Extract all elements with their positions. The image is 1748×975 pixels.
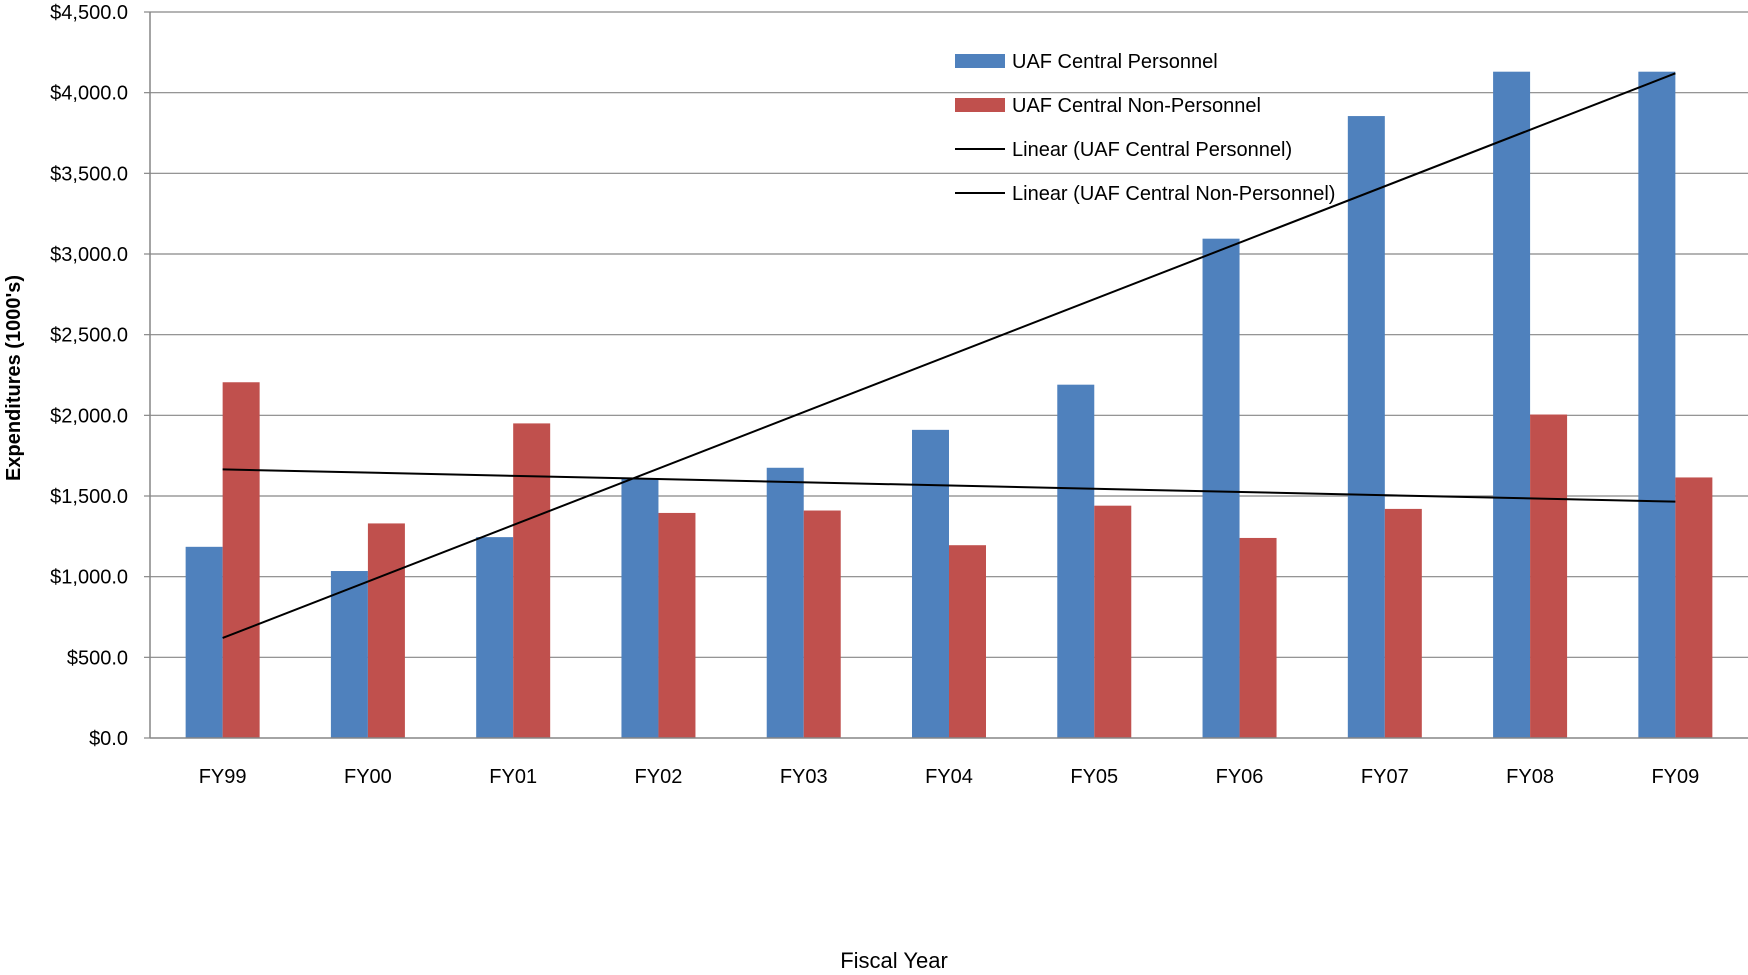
y-tick-label: $2,500.0 (50, 325, 128, 347)
bar-personnel-fy03 (766, 467, 804, 738)
legend-label: UAF Central Non-Personnel (1012, 95, 1261, 117)
y-tick-labels: $0.0 $500.0 $1,000.0 $1,500.0 $2,000.0 $2,500… (50, 2, 128, 750)
bar-non-personnel-fy99 (222, 382, 260, 738)
x-axis-title: Fiscal Year (840, 948, 948, 973)
bar-personnel-fy08 (1493, 71, 1531, 738)
bar-non-personnel-fy05 (1094, 505, 1132, 738)
bars (185, 71, 1713, 738)
x-tick-label: FY08 (1506, 766, 1554, 788)
bar-personnel-fy06 (1202, 238, 1240, 738)
bar-personnel-fy02 (621, 478, 659, 738)
x-tick-label: FY00 (344, 766, 392, 788)
legend: UAF Central Personnel UAF Central Non-Per… (955, 51, 1335, 205)
x-tick-label: FY03 (780, 766, 828, 788)
x-tick-label: FY02 (635, 766, 683, 788)
y-tick-label: $2,000.0 (50, 405, 128, 427)
bar-non-personnel-fy09 (1675, 477, 1713, 738)
y-tick-label: $0.0 (89, 728, 128, 750)
y-tick-label: $4,500.0 (50, 2, 128, 24)
x-tick-labels: FY99 FY00 FY01 FY02 FY03 FY04 FY05 FY06 FY07 FY08… (199, 766, 1700, 788)
legend-label: Linear (UAF Central Non-Personnel) (1012, 183, 1335, 205)
bar-non-personnel-fy01 (513, 423, 551, 738)
bar-personnel-fy07 (1347, 116, 1385, 738)
y-axis-title: Expenditures (1000's) (3, 275, 25, 481)
trendline-non-personnel (222, 468, 1676, 503)
x-tick-label: FY05 (1070, 766, 1118, 788)
trendline-personnel (222, 72, 1676, 639)
x-tick-label: FY07 (1361, 766, 1409, 788)
bar-non-personnel-fy02 (658, 512, 696, 738)
legend-swatch (955, 54, 1005, 68)
bar-non-personnel-fy06 (1239, 537, 1277, 738)
x-tick-label: FY06 (1216, 766, 1264, 788)
y-tick-label: $3,500.0 (50, 163, 128, 185)
bar-non-personnel-fy03 (803, 510, 841, 738)
legend-label: Linear (UAF Central Personnel) (1012, 139, 1292, 161)
bar-personnel-fy05 (1057, 384, 1095, 738)
y-tick-label: $500.0 (67, 647, 128, 669)
legend-label: UAF Central Personnel (1012, 51, 1218, 73)
bar-non-personnel-fy00 (367, 523, 405, 738)
y-tick-label: $1,500.0 (50, 486, 128, 508)
bar-personnel-fy99 (185, 546, 223, 738)
trendlines (222, 72, 1676, 639)
axes (149, 12, 1748, 739)
x-tick-label: FY09 (1651, 766, 1699, 788)
y-tick-label: $4,000.0 (50, 83, 128, 105)
bar-non-personnel-fy04 (949, 545, 986, 738)
y-tick-label: $1,000.0 (50, 567, 128, 589)
bar-personnel-fy00 (330, 571, 368, 738)
x-tick-label: FY01 (489, 766, 537, 788)
bar-personnel-fy01 (476, 537, 514, 738)
bar-personnel-fy04 (912, 429, 949, 738)
bar-non-personnel-fy07 (1384, 508, 1422, 738)
x-tick-label: FY99 (199, 766, 247, 788)
legend-swatch (955, 98, 1005, 112)
bar-non-personnel-fy08 (1530, 414, 1568, 738)
bar-personnel-fy09 (1638, 71, 1676, 738)
y-tick-label: $3,000.0 (50, 244, 128, 266)
x-tick-label: FY04 (925, 766, 973, 788)
